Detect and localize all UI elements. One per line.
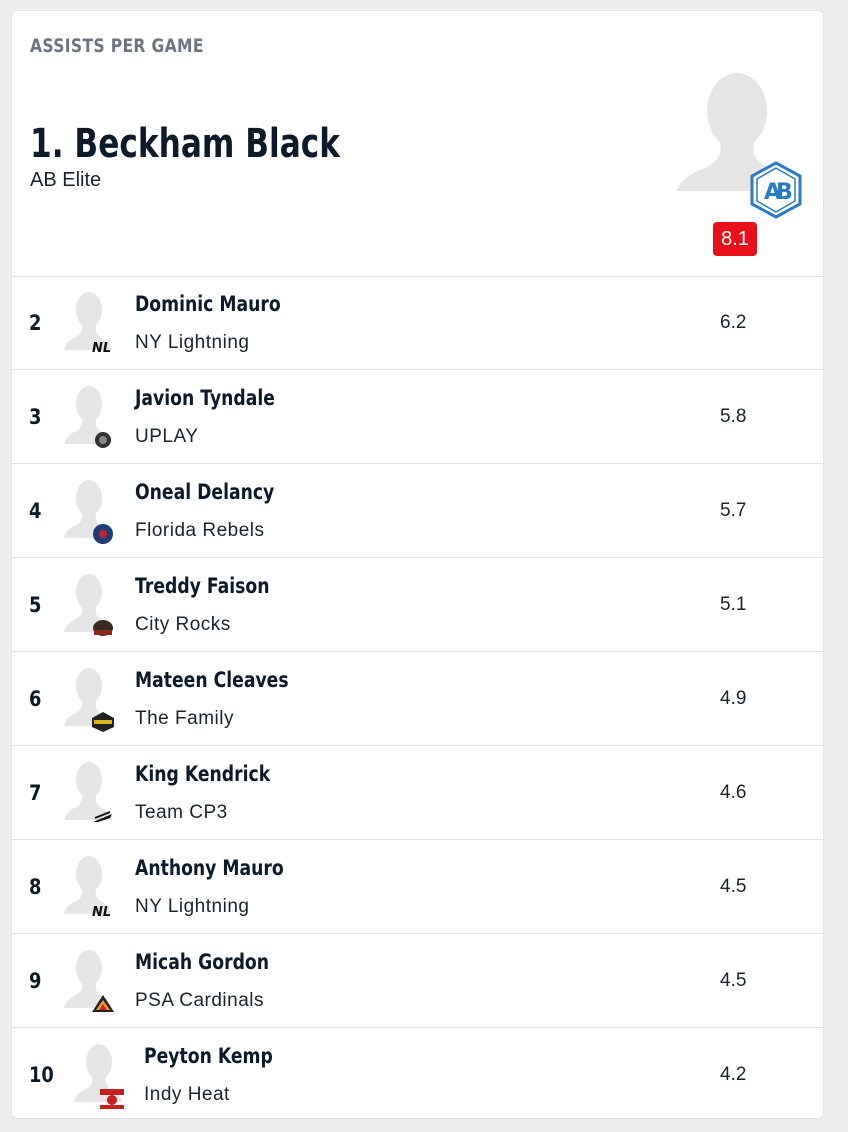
player-team[interactable]: UPLAY — [135, 426, 199, 447]
player-stat-value: 4.2 — [720, 1064, 747, 1085]
leader-team[interactable]: AB Elite — [30, 169, 102, 191]
player-row[interactable]: 2 NL Dominic Mauro NY Lightning 6.2 — [12, 276, 823, 370]
player-row[interactable]: 3 Javion Tyndale UPLAY 5.8 — [12, 370, 823, 464]
svg-text:NL: NL — [92, 905, 111, 920]
city-rocks-logo-icon — [93, 620, 113, 636]
player-rank: 5 — [29, 593, 42, 617]
ny-lightning-logo-icon: NL — [92, 905, 111, 920]
player-row[interactable]: 9 Micah Gordon PSA Cardinals 4.5 — [12, 934, 823, 1028]
player-team[interactable]: PSA Cardinals — [135, 990, 265, 1011]
player-silhouette-icon — [64, 292, 112, 350]
player-name[interactable]: Oneal Delancy — [135, 480, 275, 504]
player-name[interactable]: Dominic Mauro — [135, 292, 281, 316]
leader-name[interactable]: 1. Beckham Black — [30, 121, 341, 167]
player-team[interactable]: NY Lightning — [135, 332, 250, 353]
florida-rebels-logo-icon — [93, 524, 113, 544]
player-row[interactable]: 8 NL Anthony Mauro NY Lightning 4.5 — [12, 840, 823, 934]
player-row[interactable]: 4 Oneal Delancy Florida Rebels 5.7 — [12, 464, 823, 558]
player-team[interactable]: Indy Heat — [144, 1084, 230, 1105]
player-stat-value: 5.7 — [720, 500, 747, 521]
player-row[interactable]: 5 Treddy Faison City Rocks 5.1 — [12, 558, 823, 652]
card-title: ASSISTS PER GAME — [30, 35, 204, 57]
player-rank: 4 — [29, 499, 42, 523]
player-team[interactable]: Team CP3 — [135, 802, 228, 823]
leader-section[interactable]: ASSISTS PER GAME 1. Beckham Black AB Eli… — [12, 11, 823, 277]
player-silhouette-icon — [64, 762, 112, 820]
player-rank: 3 — [29, 405, 42, 429]
player-name[interactable]: Micah Gordon — [135, 950, 269, 974]
player-stat-value: 4.9 — [720, 688, 747, 709]
player-row[interactable]: 6 Mateen Cleaves The Family 4.9 — [12, 652, 823, 746]
svg-text:B: B — [776, 180, 793, 205]
player-name[interactable]: Javion Tyndale — [135, 386, 275, 410]
player-team[interactable]: Florida Rebels — [135, 520, 265, 541]
psa-cardinals-logo-icon — [92, 995, 114, 1012]
player-name[interactable]: Mateen Cleaves — [135, 668, 289, 692]
player-stat-value: 4.5 — [720, 970, 747, 991]
player-name[interactable]: Treddy Faison — [135, 574, 270, 598]
the-family-logo-icon — [92, 712, 114, 732]
player-rank: 7 — [29, 781, 42, 805]
player-team[interactable]: NY Lightning — [135, 896, 250, 917]
player-rank: 10 — [29, 1063, 54, 1087]
player-rank: 2 — [29, 311, 42, 335]
player-name[interactable]: Anthony Mauro — [135, 856, 284, 880]
player-stat-value: 5.1 — [720, 594, 747, 615]
leaderboard-card: ASSISTS PER GAME 1. Beckham Black AB Eli… — [11, 10, 824, 1119]
player-row[interactable]: 7 King Kendrick Team CP3 4.6 — [12, 746, 823, 840]
svg-text:A: A — [764, 180, 781, 205]
team-cp3-logo-icon — [93, 811, 112, 822]
player-rank: 8 — [29, 875, 42, 899]
uplay-logo-icon — [95, 432, 111, 448]
player-rank: 6 — [29, 687, 42, 711]
leader-stat-badge: 8.1 — [713, 222, 757, 256]
indy-heat-logo-icon — [100, 1089, 124, 1109]
ab-elite-logo-icon: A B — [750, 161, 802, 219]
svg-text:NL: NL — [92, 341, 111, 356]
player-team[interactable]: The Family — [135, 708, 234, 729]
player-name[interactable]: King Kendrick — [135, 762, 271, 786]
player-stat-value: 6.2 — [720, 312, 747, 333]
player-stat-value: 4.6 — [720, 782, 747, 803]
player-team[interactable]: City Rocks — [135, 614, 231, 635]
player-row[interactable]: 10 Peyton Kemp Indy Heat 4.2 — [12, 1028, 823, 1118]
player-name[interactable]: Peyton Kemp — [144, 1044, 273, 1068]
player-stat-value: 4.5 — [720, 876, 747, 897]
player-stat-value: 5.8 — [720, 406, 747, 427]
player-silhouette-icon — [64, 856, 112, 914]
ny-lightning-logo-icon: NL — [92, 341, 111, 356]
player-rank: 9 — [29, 969, 42, 993]
